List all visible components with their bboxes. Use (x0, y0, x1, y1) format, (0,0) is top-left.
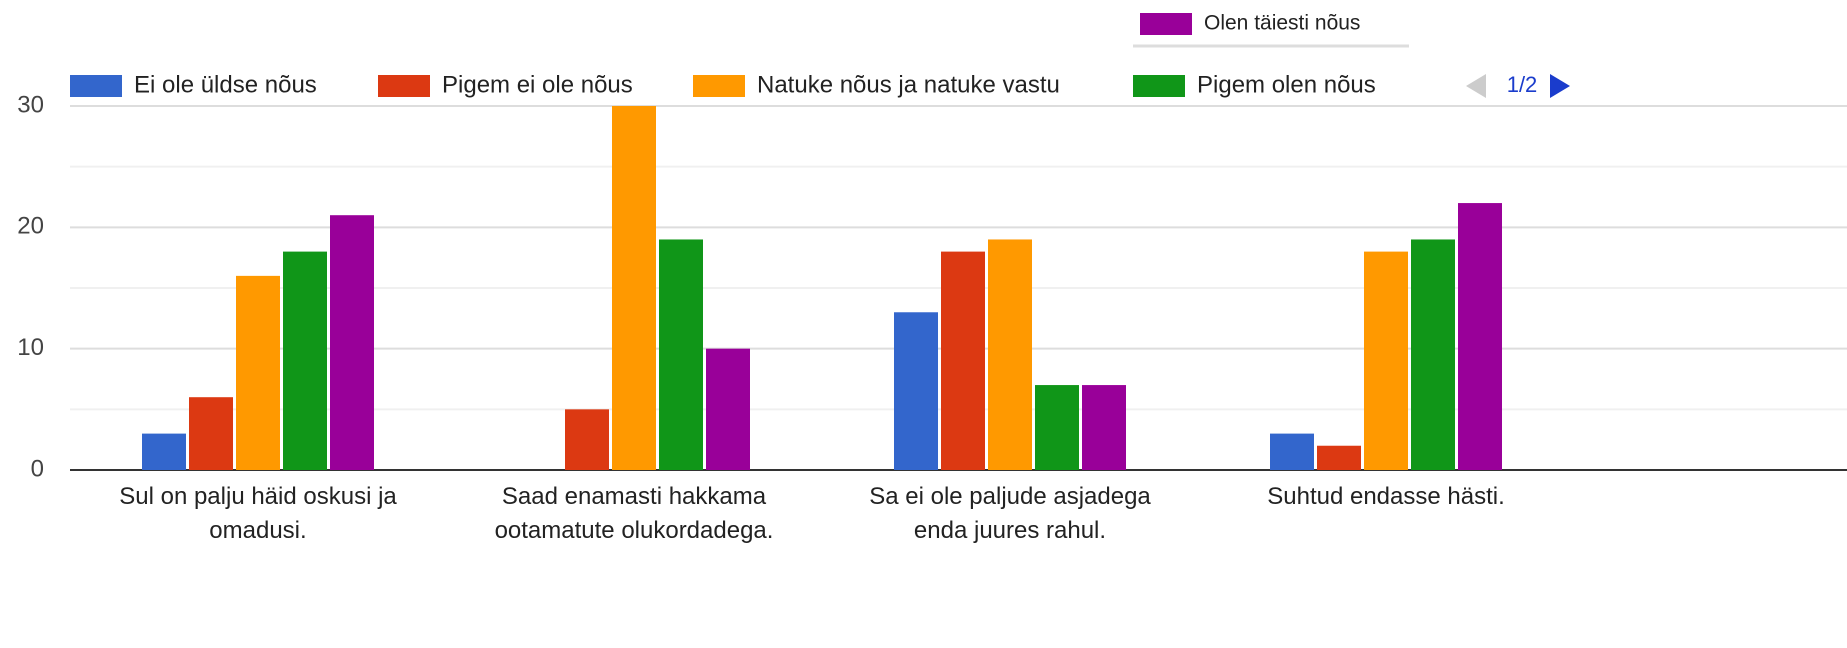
legend-label: Ei ole üldse nõus (134, 71, 317, 98)
x-tick-label: Suhtud endasse hästi. (1267, 483, 1505, 510)
y-tick-label: 0 (31, 455, 44, 482)
bar (1317, 445, 1361, 470)
bar (1364, 251, 1408, 470)
x-tick-label: Saad enamasti hakkama ootamatute olukord… (494, 483, 774, 544)
bar (706, 348, 750, 470)
legend-prev[interactable] (1466, 74, 1486, 98)
bar (1082, 385, 1126, 470)
bar (612, 106, 656, 470)
x-tick-label: Sa ei ole paljude asjadega enda juures r… (869, 483, 1151, 544)
bar (988, 239, 1032, 470)
legend-swatch (1140, 13, 1192, 35)
bar (236, 275, 280, 470)
legend-swatch (1133, 75, 1185, 97)
legend-label: Pigem ei ole nõus (442, 71, 633, 98)
bar (1458, 203, 1502, 471)
y-tick-label: 20 (17, 213, 44, 240)
bar (894, 312, 938, 470)
bar (941, 251, 985, 470)
legend-swatch (378, 75, 430, 97)
legend-label: Natuke nõus ja natuke vastu (757, 71, 1060, 98)
legend-page: 1/2 (1507, 72, 1538, 97)
bar (1270, 433, 1314, 470)
bar (330, 215, 374, 470)
x-tick-label: Sul on palju häid oskusi ja omadusi. (119, 483, 397, 544)
legend-swatch (70, 75, 122, 97)
bar (189, 397, 233, 470)
legend-label: Olen täiesti nõus (1204, 12, 1360, 35)
y-tick-label: 30 (17, 91, 44, 118)
legend-swatch (693, 75, 745, 97)
bar (1035, 385, 1079, 470)
bar (565, 409, 609, 470)
legend-next[interactable] (1550, 74, 1570, 98)
bar (283, 251, 327, 470)
bar (659, 239, 703, 470)
legend-label: Pigem olen nõus (1197, 71, 1376, 98)
y-tick-label: 10 (17, 334, 44, 361)
bar (1411, 239, 1455, 470)
bar (142, 433, 186, 470)
